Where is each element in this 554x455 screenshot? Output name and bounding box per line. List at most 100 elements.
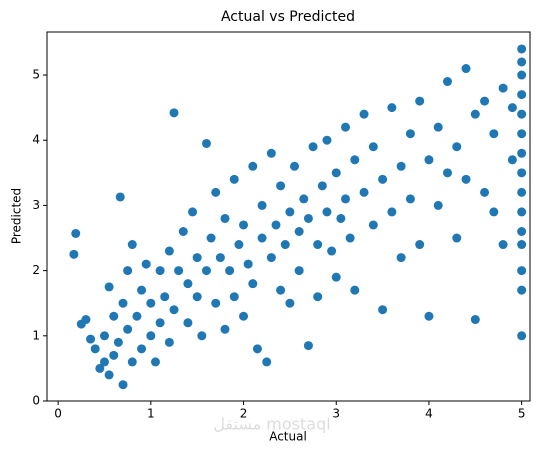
point	[517, 226, 527, 236]
point	[350, 155, 360, 165]
point	[225, 266, 235, 276]
point	[243, 259, 253, 269]
point	[257, 233, 267, 243]
point	[90, 344, 100, 354]
point	[517, 187, 527, 197]
point	[480, 96, 490, 106]
point	[322, 207, 332, 217]
point	[452, 233, 462, 243]
point	[141, 259, 151, 269]
point	[359, 109, 369, 119]
point	[327, 246, 337, 256]
point	[206, 233, 216, 243]
chart-title: Actual vs Predicted	[221, 9, 355, 25]
point	[123, 266, 133, 276]
point	[396, 253, 406, 263]
point	[294, 226, 304, 236]
point	[507, 103, 517, 113]
point	[86, 334, 96, 344]
point	[322, 135, 332, 145]
point	[239, 220, 249, 230]
point	[248, 161, 258, 171]
point	[132, 311, 142, 321]
point	[424, 155, 434, 165]
point	[137, 344, 147, 354]
point	[160, 292, 170, 302]
point	[461, 174, 471, 184]
point	[415, 96, 425, 106]
point	[294, 266, 304, 276]
point	[211, 187, 221, 197]
points	[69, 44, 527, 390]
point	[239, 311, 249, 321]
point	[303, 213, 313, 223]
point	[317, 181, 327, 191]
point	[517, 70, 527, 80]
point	[109, 350, 119, 360]
point	[313, 292, 323, 302]
point	[150, 357, 160, 367]
point	[155, 266, 165, 276]
point	[461, 64, 471, 74]
point	[123, 324, 133, 334]
point	[489, 207, 499, 217]
point	[169, 305, 179, 315]
point	[248, 279, 258, 289]
point	[396, 161, 406, 171]
point	[470, 315, 480, 325]
point	[290, 161, 300, 171]
point	[308, 142, 318, 152]
point	[71, 228, 81, 238]
point	[266, 148, 276, 158]
point	[266, 253, 276, 263]
point	[341, 194, 351, 204]
y-tick-label: 1	[32, 328, 40, 342]
point	[517, 129, 527, 139]
point	[517, 57, 527, 67]
point	[378, 174, 388, 184]
point	[480, 187, 490, 197]
point	[215, 253, 225, 263]
point	[442, 77, 452, 87]
point	[262, 357, 272, 367]
point	[387, 103, 397, 113]
x-tick-label: 1	[147, 407, 155, 421]
point	[229, 174, 239, 184]
point	[234, 240, 244, 250]
point	[489, 129, 499, 139]
point	[405, 194, 415, 204]
point	[517, 90, 527, 100]
point	[192, 253, 202, 263]
point	[127, 357, 137, 367]
point	[299, 194, 309, 204]
point	[257, 200, 267, 210]
point	[127, 240, 137, 250]
point	[201, 266, 211, 276]
point	[201, 138, 211, 148]
point	[276, 285, 286, 295]
x-tick-label: 4	[425, 407, 433, 421]
point	[109, 311, 119, 321]
point	[99, 331, 109, 341]
point	[498, 240, 508, 250]
point	[252, 344, 262, 354]
point	[118, 380, 128, 390]
y-tick-label: 0	[32, 394, 40, 408]
point	[517, 109, 527, 119]
point	[433, 200, 443, 210]
point	[470, 109, 480, 119]
point	[280, 240, 290, 250]
point	[146, 331, 156, 341]
x-tick-label: 2	[240, 407, 248, 421]
point	[229, 292, 239, 302]
x-tick-label: 0	[54, 407, 62, 421]
point	[387, 207, 397, 217]
point	[271, 220, 281, 230]
point	[378, 305, 388, 315]
point	[192, 292, 202, 302]
x-tick-label: 5	[518, 407, 526, 421]
point	[285, 298, 295, 308]
point	[118, 298, 128, 308]
point	[276, 181, 286, 191]
